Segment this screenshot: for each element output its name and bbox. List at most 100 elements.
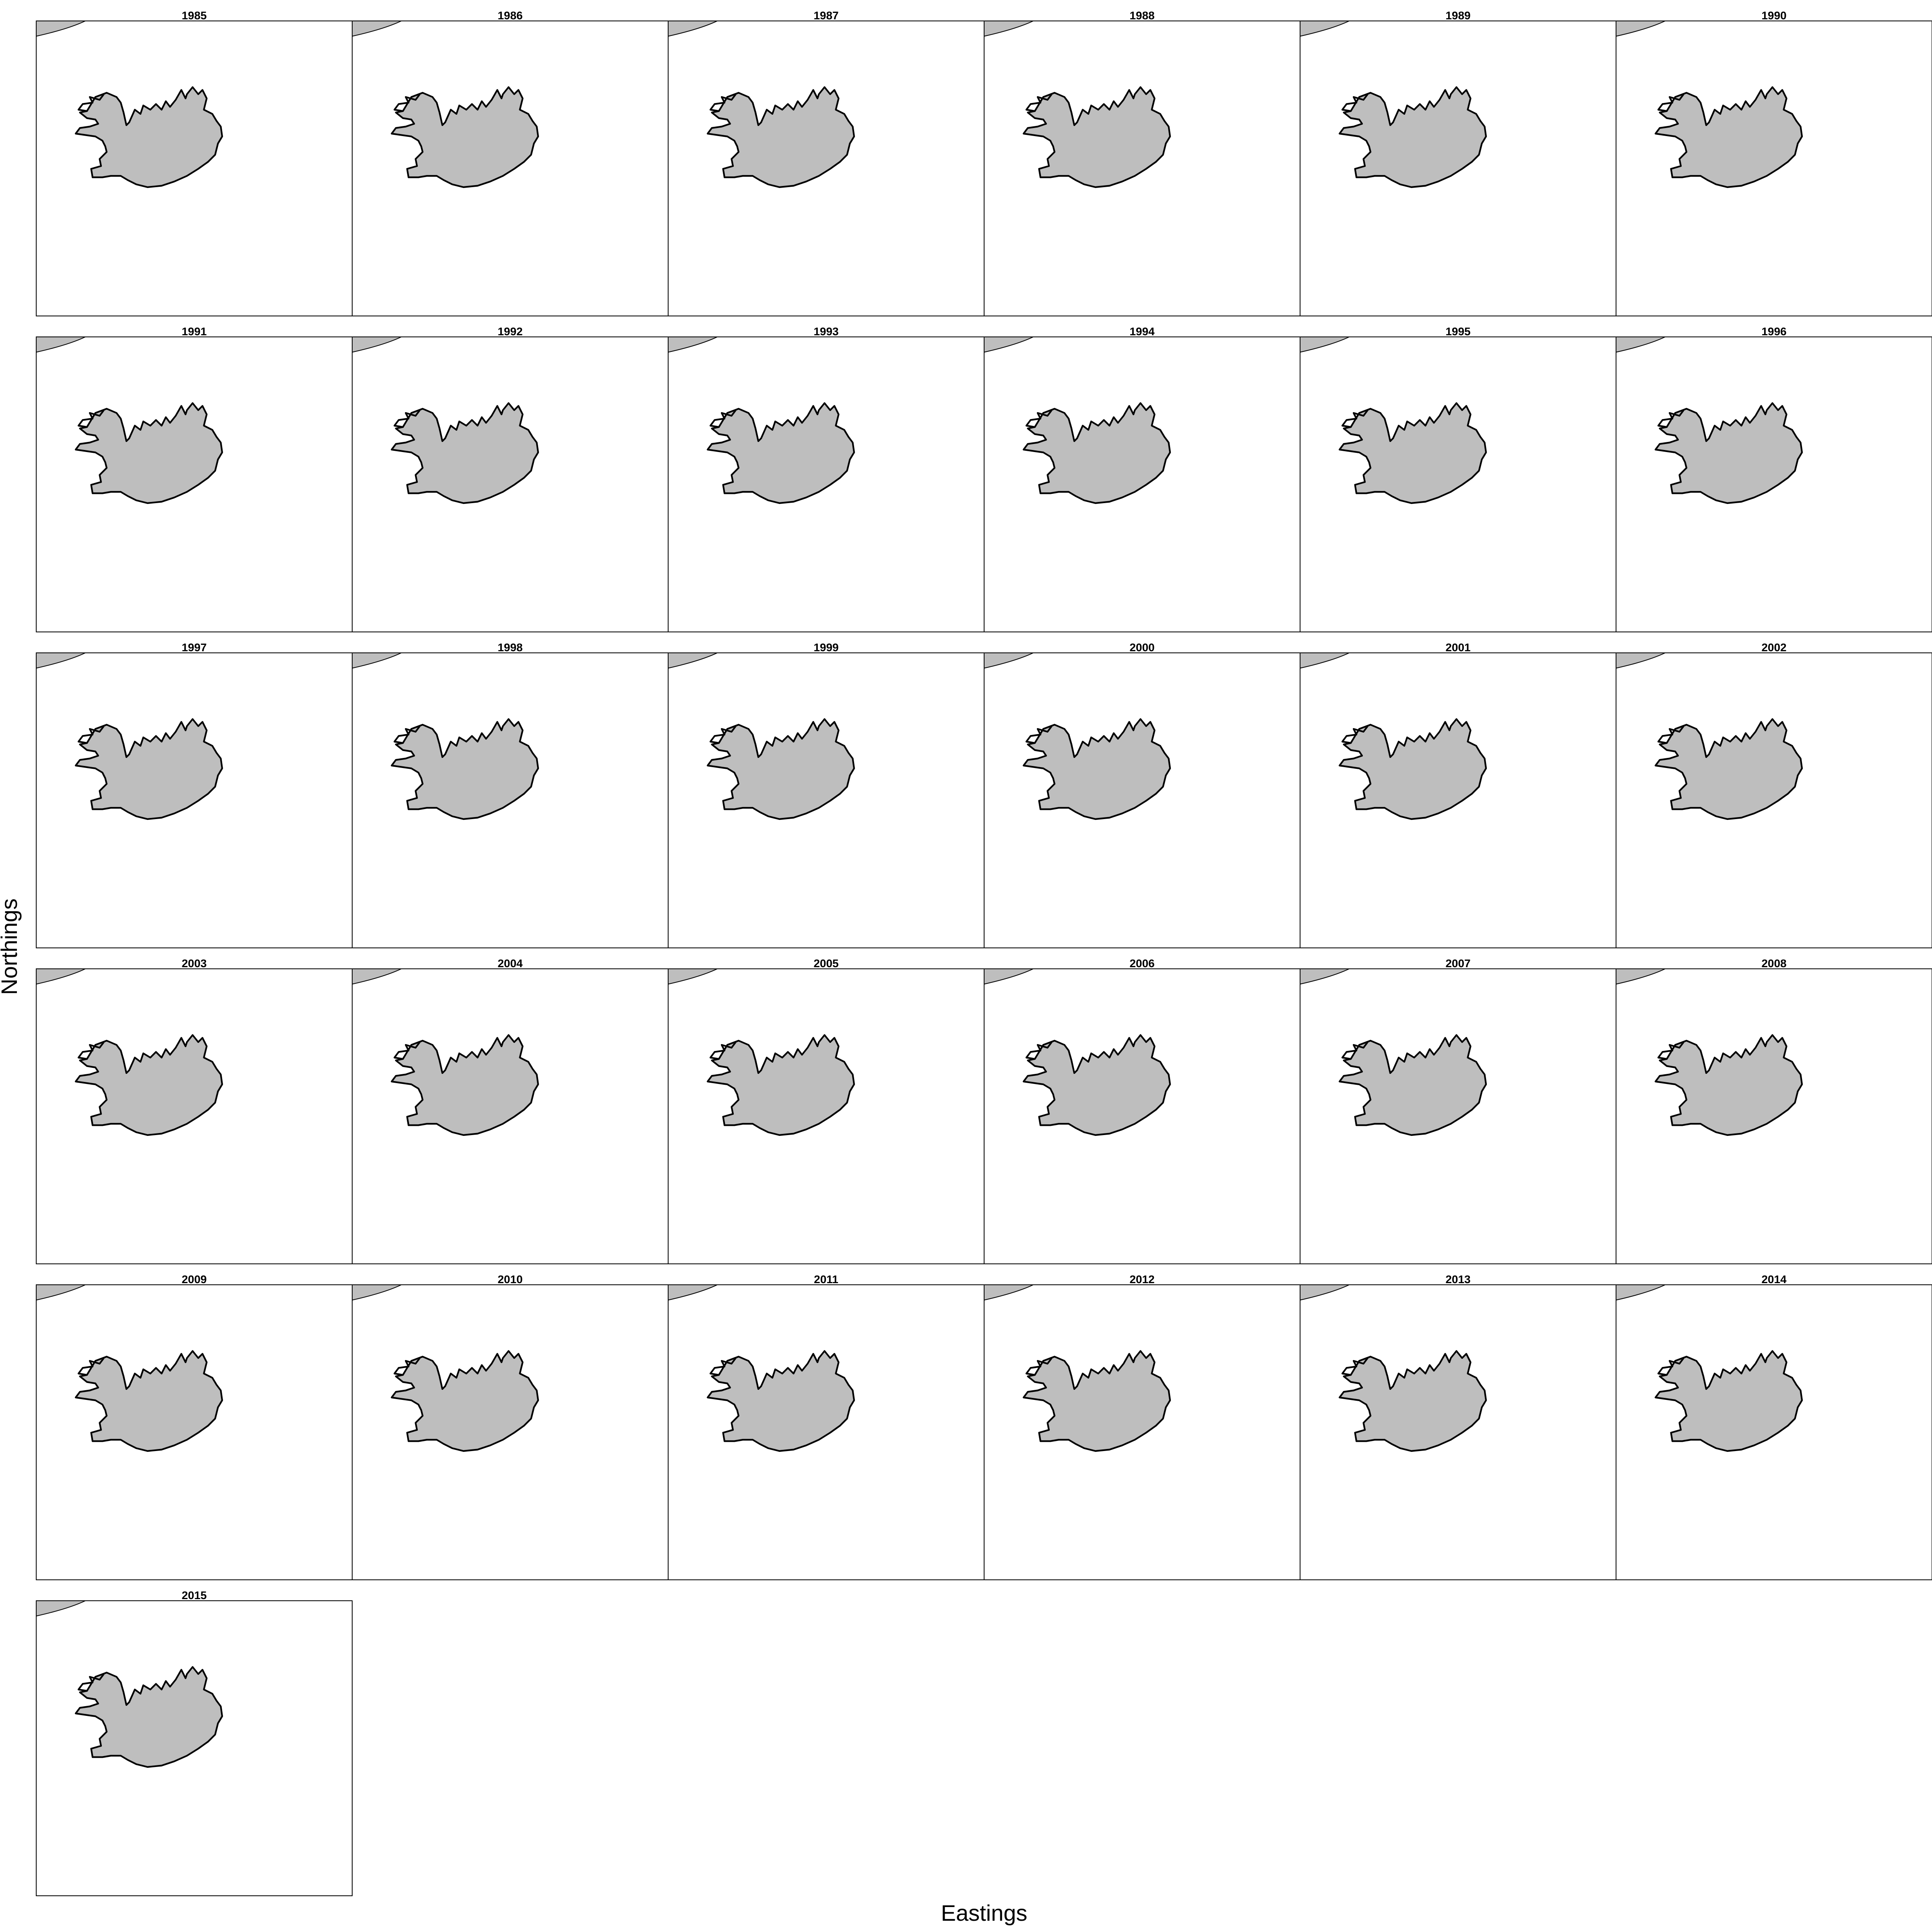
westfjords-coastline: [1341, 93, 1368, 112]
panel-title: 1994: [1129, 325, 1155, 338]
map-panel: 1997: [36, 641, 353, 948]
map-panel: 2001: [1300, 641, 1616, 948]
iceland-landmass: [390, 402, 539, 504]
map-panel: 2002: [1616, 641, 1932, 948]
map-panel: 1998: [352, 641, 669, 948]
map-panel: 1999: [668, 641, 985, 948]
greenland-coast-fragment: [1616, 968, 1666, 985]
greenland-coast-fragment: [668, 336, 718, 353]
westfjords-coastline: [1341, 409, 1368, 428]
westfjords-coastline: [1657, 409, 1684, 428]
iceland-landmass: [74, 402, 223, 504]
greenland-coast-fragment: [668, 652, 718, 669]
panel-title: 2010: [497, 1273, 522, 1286]
westfjords-coastline: [709, 409, 737, 428]
westfjords-coastline: [1657, 725, 1684, 744]
panel-title: 2003: [182, 957, 206, 970]
iceland-landmass: [390, 718, 539, 820]
greenland-coast-fragment: [668, 1284, 718, 1301]
y-axis-title: Northings: [0, 898, 22, 995]
greenland-coast-fragment: [1616, 336, 1666, 353]
westfjords-coastline: [1025, 1041, 1053, 1060]
greenland-coast-fragment: [352, 652, 402, 669]
panel-title: 1997: [182, 641, 206, 654]
greenland-coast-fragment: [1300, 21, 1350, 37]
panel-title: 1986: [497, 9, 522, 22]
greenland-coast-fragment: [668, 968, 718, 985]
panel-frame: [668, 21, 985, 316]
westfjords-coastline: [1657, 1357, 1684, 1376]
panel-title: 1995: [1445, 325, 1470, 338]
westfjords-coastline: [1657, 1041, 1684, 1060]
map-panel: 2010: [352, 1273, 669, 1580]
iceland-landmass: [1338, 402, 1487, 504]
iceland-landmass: [706, 718, 855, 820]
panel-title: 1998: [497, 641, 522, 654]
map-panel: 2012: [984, 1273, 1300, 1580]
map-panel: 2014: [1616, 1273, 1932, 1580]
greenland-coast-fragment: [1300, 336, 1350, 353]
greenland-coast-fragment: [1300, 652, 1350, 669]
iceland-landmass: [74, 718, 223, 820]
greenland-coast-fragment: [352, 968, 402, 985]
iceland-landmass: [1654, 402, 1803, 504]
panel-title: 2007: [1445, 957, 1470, 970]
map-panel: 2015: [36, 1589, 353, 1896]
greenland-coast-fragment: [1616, 21, 1666, 37]
westfjords-coastline: [77, 1673, 105, 1692]
map-panel: 1989: [1300, 9, 1616, 316]
map-panel: 1991: [36, 325, 353, 632]
greenland-coast-fragment: [984, 1284, 1034, 1301]
westfjords-coastline: [1025, 93, 1053, 112]
westfjords-coastline: [393, 725, 421, 744]
x-axis-title: Eastings: [941, 1900, 1028, 1926]
iceland-landmass: [1654, 718, 1803, 820]
iceland-landmass: [1338, 718, 1487, 820]
iceland-landmass: [1654, 1034, 1803, 1136]
panel-title: 2013: [1445, 1273, 1470, 1286]
westfjords-coastline: [393, 93, 421, 112]
iceland-landmass: [74, 1666, 223, 1768]
westfjords-coastline: [1341, 1041, 1368, 1060]
map-panel: 2003: [36, 957, 353, 1264]
panel-title: 2004: [497, 957, 523, 970]
westfjords-coastline: [1025, 1357, 1053, 1376]
map-panel: 1990: [1616, 9, 1932, 316]
westfjords-coastline: [1341, 1357, 1368, 1376]
greenland-coast-fragment: [668, 21, 718, 37]
panel-title: 1993: [813, 325, 838, 338]
westfjords-coastline: [1657, 93, 1684, 112]
iceland-landmass: [1338, 1350, 1487, 1452]
westfjords-coastline: [393, 1041, 421, 1060]
iceland-landmass: [1338, 86, 1487, 188]
greenland-coast-fragment: [984, 652, 1034, 669]
iceland-landmass: [74, 86, 223, 188]
greenland-coast-fragment: [1300, 1284, 1350, 1301]
panel-title: 1991: [182, 325, 206, 338]
westfjords-coastline: [77, 409, 105, 428]
panel-title: 2000: [1129, 641, 1154, 654]
westfjords-coastline: [1025, 409, 1053, 428]
westfjords-coastline: [709, 93, 737, 112]
map-panel: 1994: [984, 325, 1300, 632]
map-panel: 2007: [1300, 957, 1616, 1264]
greenland-coast-fragment: [36, 968, 86, 985]
panel-title: 2001: [1445, 641, 1470, 654]
map-panel: 2006: [984, 957, 1300, 1264]
westfjords-coastline: [77, 725, 105, 744]
panel-title: 1989: [1445, 9, 1470, 22]
iceland-landmass: [706, 1350, 855, 1452]
map-panel: 1985: [36, 9, 353, 316]
greenland-coast-fragment: [1616, 1284, 1666, 1301]
greenland-coast-fragment: [1616, 652, 1666, 669]
map-panel: 1992: [352, 325, 669, 632]
greenland-coast-fragment: [984, 968, 1034, 985]
greenland-coast-fragment: [1300, 968, 1350, 985]
greenland-coast-fragment: [36, 336, 86, 353]
greenland-coast-fragment: [984, 336, 1034, 353]
westfjords-coastline: [77, 1041, 105, 1060]
map-panel: 2005: [668, 957, 985, 1264]
westfjords-coastline: [393, 409, 421, 428]
panel-title: 2012: [1129, 1273, 1154, 1286]
